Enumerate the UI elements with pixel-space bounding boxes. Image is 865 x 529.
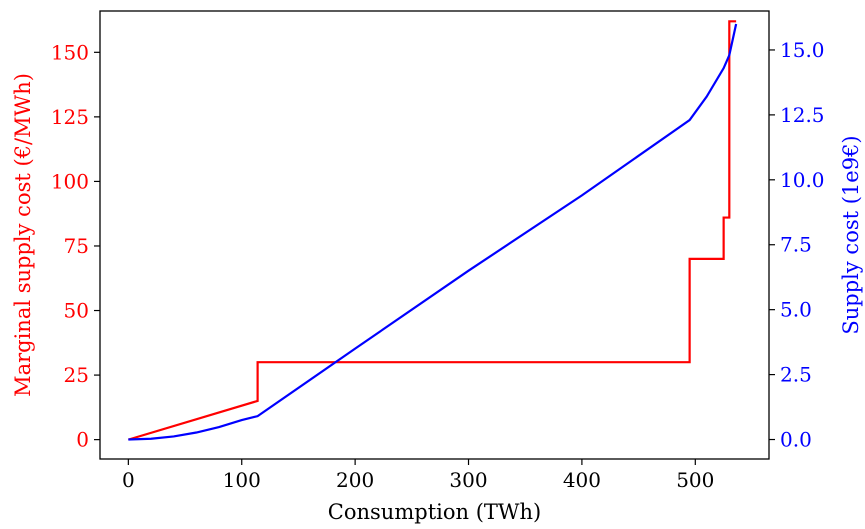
x-axis-title: Consumption (TWh) — [328, 500, 541, 524]
right-y-axis-title: Supply cost (1e9€) — [839, 135, 863, 334]
right-y-tick-label: 7.5 — [780, 233, 812, 257]
left-y-tick-label: 100 — [51, 169, 89, 193]
x-tick-label: 300 — [449, 468, 487, 492]
left-y-tick-label: 125 — [51, 105, 89, 129]
left-y-axis-ticks: 0 25 50 75 100 125 150 — [51, 40, 100, 452]
x-tick-label: 100 — [223, 468, 261, 492]
x-tick-label: 500 — [676, 468, 714, 492]
x-tick-label: 400 — [563, 468, 601, 492]
right-y-tick-label: 2.5 — [780, 363, 812, 387]
x-axis-ticks: 0 100 200 300 400 500 — [122, 459, 714, 492]
left-y-tick-label: 150 — [51, 40, 89, 64]
right-y-axis-ticks: 0.0 2.5 5.0 7.5 10.0 12.5 15.0 — [769, 38, 825, 452]
left-y-tick-label: 50 — [64, 299, 89, 323]
plot-lines — [128, 20, 738, 441]
x-tick-label: 200 — [336, 468, 374, 492]
right-y-tick-label: 5.0 — [780, 298, 812, 322]
right-y-tick-label: 10.0 — [780, 168, 825, 192]
left-y-tick-label: 25 — [64, 363, 89, 387]
right-y-tick-label: 0.0 — [780, 428, 812, 452]
right-y-tick-label: 12.5 — [780, 103, 825, 127]
supply-cost-line — [128, 23, 738, 441]
left-y-axis-title: Marginal supply cost (€/MWh) — [11, 73, 35, 397]
x-tick-label: 0 — [122, 468, 135, 492]
left-y-tick-label: 75 — [64, 234, 89, 258]
marginal-cost-line — [128, 20, 737, 441]
right-y-tick-label: 15.0 — [780, 38, 825, 62]
plot-frame — [99, 10, 770, 460]
left-y-tick-label: 0 — [76, 428, 89, 452]
